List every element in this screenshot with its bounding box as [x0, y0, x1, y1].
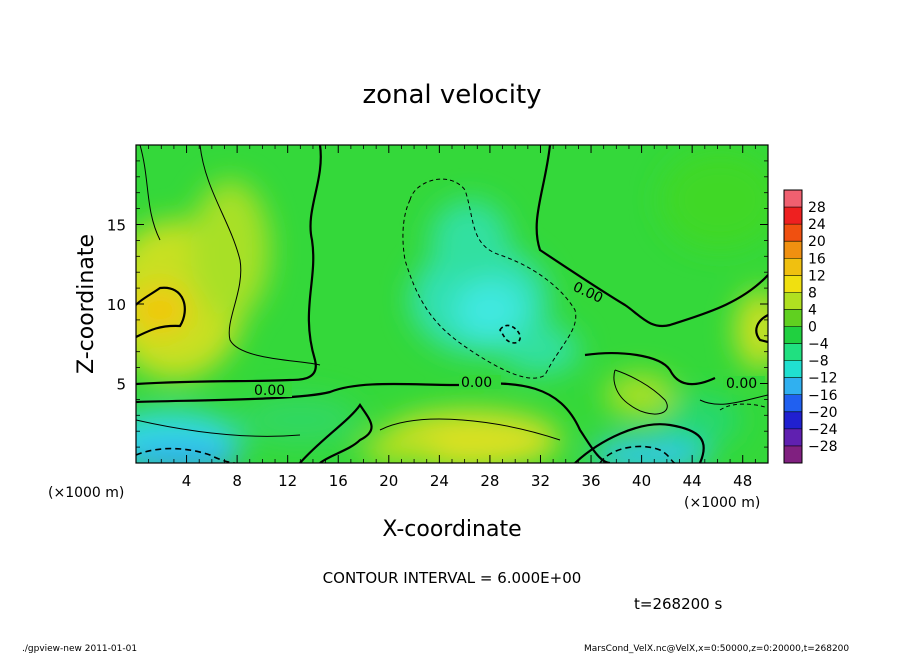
- x-tick-label: 12: [278, 472, 297, 490]
- colorbar-swatch: [784, 445, 802, 464]
- colorbar-label: 20: [808, 234, 826, 250]
- colorbar-swatch: [784, 292, 802, 310]
- colorbar-swatch: [784, 258, 802, 276]
- x-tick-label: 44: [683, 472, 702, 490]
- x-unit-label-right: (×1000 m): [684, 495, 760, 511]
- contour-label: 0.00: [726, 376, 757, 392]
- x-axis-ticks: 4 8 12 16 20 24 28 32 36 40 44 48: [148, 145, 756, 490]
- x-tick-label: 48: [733, 472, 752, 490]
- colorbar-swatch: [784, 190, 802, 208]
- colorbar-label: −8: [808, 354, 829, 370]
- x-unit-label-left: (×1000 m): [48, 485, 124, 501]
- colorbar-label: 12: [808, 268, 826, 284]
- colorbar-label: 0: [808, 320, 817, 336]
- x-tick-label: 36: [581, 472, 600, 490]
- colorbar-swatch: [784, 343, 802, 361]
- colorbar-swatch: [784, 411, 802, 430]
- colorbar-label: −28: [808, 439, 838, 455]
- x-tick-label: 4: [182, 472, 192, 490]
- y-tick-label: 15: [107, 217, 126, 235]
- colorbar-label: 24: [808, 217, 826, 233]
- colorbar-swatch: [784, 394, 802, 413]
- footer-right: MarsCond_VelX.nc@VelX,x=0:50000,z=0:2000…: [584, 644, 849, 654]
- contour-label: 0.00: [254, 383, 285, 399]
- colorbar-swatch: [784, 309, 802, 327]
- y-tick-label: 5: [116, 376, 126, 394]
- heatmap-field: 0.00 0.00 0.00 0.00: [136, 145, 768, 463]
- colorbar-label: 16: [808, 251, 826, 267]
- colorbar-label: 8: [808, 285, 817, 301]
- colorbar-swatch: [784, 326, 802, 344]
- footer-left: ./gpview-new 2011-01-01: [22, 644, 137, 654]
- x-tick-label: 16: [329, 472, 348, 490]
- colorbar-label: 4: [808, 302, 817, 318]
- colorbar-label: 28: [808, 200, 826, 216]
- y-axis-ticks: 5 10 15: [107, 160, 768, 448]
- chart-title: zonal velocity: [362, 80, 541, 110]
- x-tick-label: 40: [632, 472, 651, 490]
- contour-interval-text: CONTOUR INTERVAL = 6.000E+00: [323, 569, 582, 587]
- colorbar-label: −24: [808, 422, 838, 438]
- x-tick-label: 28: [480, 472, 499, 490]
- colorbar-label: −12: [808, 371, 838, 387]
- colorbar-label: −4: [808, 337, 829, 353]
- x-tick-label: 20: [379, 472, 398, 490]
- colorbar-swatch: [784, 275, 802, 293]
- y-axis-title: Z-coordinate: [74, 234, 99, 374]
- colorbar-swatch: [784, 377, 802, 396]
- time-text: t=268200 s: [634, 595, 722, 613]
- x-tick-label: 8: [232, 472, 242, 490]
- colorbar-label: −16: [808, 388, 838, 404]
- colorbar-label: −20: [808, 405, 838, 421]
- x-tick-label: 32: [531, 472, 550, 490]
- x-axis-title: X-coordinate: [382, 517, 521, 542]
- contour-label: 0.00: [461, 375, 492, 391]
- x-tick-label: 24: [430, 472, 449, 490]
- colorbar-swatch: [784, 207, 802, 225]
- colorbar-swatch: [784, 428, 802, 447]
- colorbar-swatch: [784, 360, 802, 378]
- colorbar-swatch: [784, 224, 802, 242]
- y-tick-label: 10: [107, 296, 126, 314]
- colorbar-swatch: [784, 241, 802, 259]
